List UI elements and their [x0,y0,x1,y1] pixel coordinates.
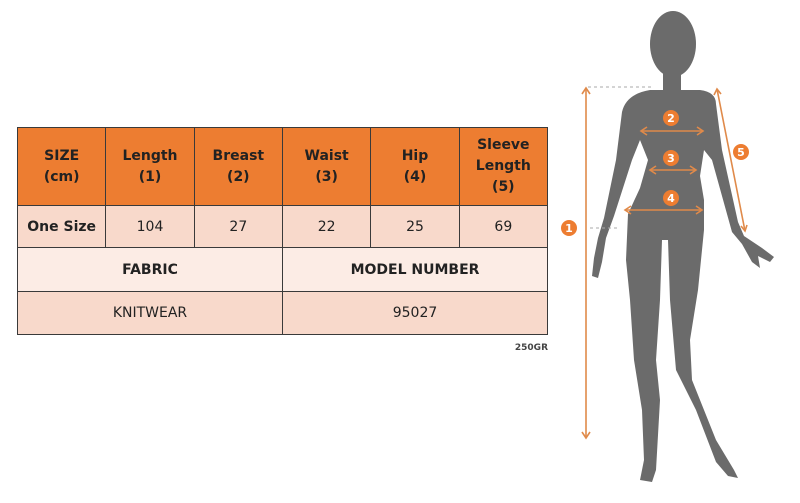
svg-text:4: 4 [667,192,675,205]
table-row: KNITWEAR 95027 [17,291,549,335]
svg-text:5: 5 [737,146,745,159]
header-size: SIZE (cm) [16,127,107,206]
svg-text:3: 3 [667,152,675,165]
size-label: One Size [16,205,107,248]
header-row: SIZE (cm) Length (1) Breast (2) Waist (3) Hi… [16,127,549,206]
badge-5: 5 [733,144,749,160]
header-breast: Breast (2) [193,127,283,206]
header-waist: Waist (3) [281,127,372,206]
badges: 1 2 3 4 5 [561,110,749,236]
badge-2: 2 [663,110,679,126]
header-hip: Hip (4) [370,127,460,206]
model-number-value: 95027 [281,291,549,335]
sleeve-length-value: 69 [458,205,549,248]
badge-1: 1 [561,220,577,236]
fabric-value: KNITWEAR [17,291,283,335]
header-sleeve-length: Sleeve Length (5) [458,127,549,206]
waist-value: 22 [281,205,372,248]
hip-value: 25 [370,205,460,248]
svg-text:2: 2 [667,112,675,125]
guide-lines [588,86,652,229]
badge-3: 3 [663,150,679,166]
table-row: One Size 104 27 22 25 69 [16,205,549,248]
sleeve-arrow [716,88,746,232]
header-length: Length (1) [105,127,195,206]
measurement-arrows [581,86,748,440]
weight-label: 250GR [514,343,548,353]
silhouette [592,11,774,482]
size-chart-table: SIZE (cm) Length (1) Breast (2) Waist (3) Hi… [16,127,549,335]
svg-text:1: 1 [565,222,573,235]
length-value: 104 [105,205,195,248]
badge-4: 4 [663,190,679,206]
